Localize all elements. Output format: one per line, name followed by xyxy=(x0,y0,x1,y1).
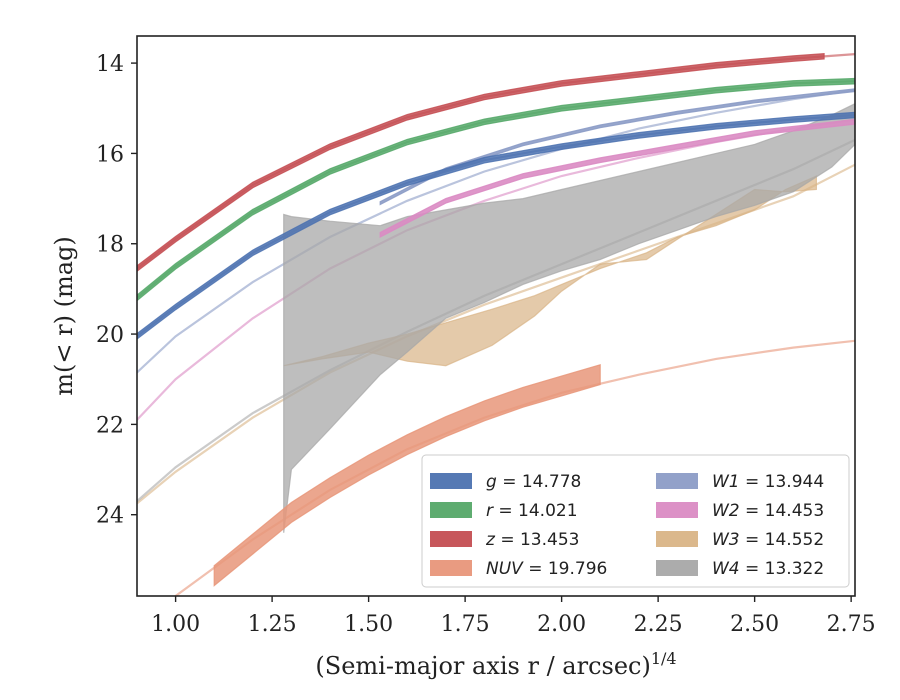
legend-variable: W2 xyxy=(712,501,740,521)
x-tick-label: 2.75 xyxy=(827,612,876,637)
y-axis-label: m(< r) (mag) xyxy=(50,236,78,395)
legend-label-nuv: NUV = 19.796 xyxy=(486,559,607,579)
x-axis-label-superscript: 1/4 xyxy=(651,649,677,668)
legend-value: = 13.453 xyxy=(495,530,580,550)
legend-swatch-z xyxy=(430,531,472,547)
legend-variable: g xyxy=(486,472,497,492)
y-tick-label: 16 xyxy=(96,142,124,167)
plot-frame xyxy=(136,35,856,597)
legend-swatch-nuv xyxy=(430,560,472,576)
legend-label-w1: W1 = 13.944 xyxy=(712,472,824,492)
y-tick-label: 24 xyxy=(96,504,124,529)
x-axis-label-main: (Semi-major axis r / arcsec) xyxy=(315,652,650,680)
legend-value: = 14.021 xyxy=(493,501,578,521)
legend-label-g: g = 14.778 xyxy=(486,472,581,492)
legend-label-r: r = 14.021 xyxy=(486,501,578,521)
y-tick-label: 20 xyxy=(96,323,124,348)
y-tick-label: 14 xyxy=(96,52,124,77)
x-tick-label: 1.00 xyxy=(151,612,200,637)
legend-value: = 14.552 xyxy=(740,530,825,550)
legend-value: = 13.322 xyxy=(740,559,825,579)
legend-variable: W4 xyxy=(712,559,740,579)
legend-value: = 19.796 xyxy=(523,559,608,579)
data-band-w2 xyxy=(379,118,855,238)
data-band-g xyxy=(137,111,855,340)
legend-swatch-r xyxy=(430,502,472,518)
x-tick-label: 2.50 xyxy=(730,612,779,637)
x-tick-label: 2.00 xyxy=(537,612,586,637)
legend-swatch-w2 xyxy=(656,502,698,518)
legend-value: = 14.453 xyxy=(740,501,825,521)
data-band-w4 xyxy=(283,103,855,533)
legend-label-w4: W4 = 13.322 xyxy=(712,559,824,579)
legend-label-z: z = 13.453 xyxy=(485,530,579,550)
legend-value: = 13.944 xyxy=(740,472,825,492)
legend-swatch-w1 xyxy=(656,473,698,489)
legend-swatch-w4 xyxy=(656,560,698,576)
data-bands xyxy=(137,52,855,587)
x-tick-label: 2.25 xyxy=(634,612,683,637)
x-tick-label: 1.75 xyxy=(441,612,490,637)
y-tick-label: 18 xyxy=(96,233,124,258)
x-axis-ticks: 1.00 1.25 1.50 1.75 2.00 2.25 2.50 2.75 xyxy=(151,596,876,637)
legend-label-w3: W3 = 14.552 xyxy=(712,530,824,550)
data-band-nuv xyxy=(213,363,601,587)
legend-swatch-g xyxy=(430,473,472,489)
x-tick-label: 1.25 xyxy=(248,612,297,637)
x-axis-label: (Semi-major axis r / arcsec)1/4 xyxy=(315,649,676,680)
data-band-r xyxy=(137,77,855,302)
x-tick-label: 1.50 xyxy=(344,612,393,637)
legend-variable: W3 xyxy=(712,530,740,550)
y-axis-ticks: 14 16 18 20 22 24 xyxy=(96,52,137,529)
data-band-z xyxy=(137,52,825,273)
legend-variable: z xyxy=(485,530,496,550)
legend-label-w2: W2 = 14.453 xyxy=(712,501,824,521)
legend-variable: r xyxy=(486,501,494,521)
model-line-w1 xyxy=(137,89,855,374)
legend-variable: W1 xyxy=(712,472,740,492)
y-tick-label: 22 xyxy=(96,413,124,438)
legend-box xyxy=(421,454,850,588)
legend-variable: NUV xyxy=(486,559,524,579)
legend-value: = 14.778 xyxy=(497,472,582,492)
legend-swatch-w3 xyxy=(656,531,698,547)
